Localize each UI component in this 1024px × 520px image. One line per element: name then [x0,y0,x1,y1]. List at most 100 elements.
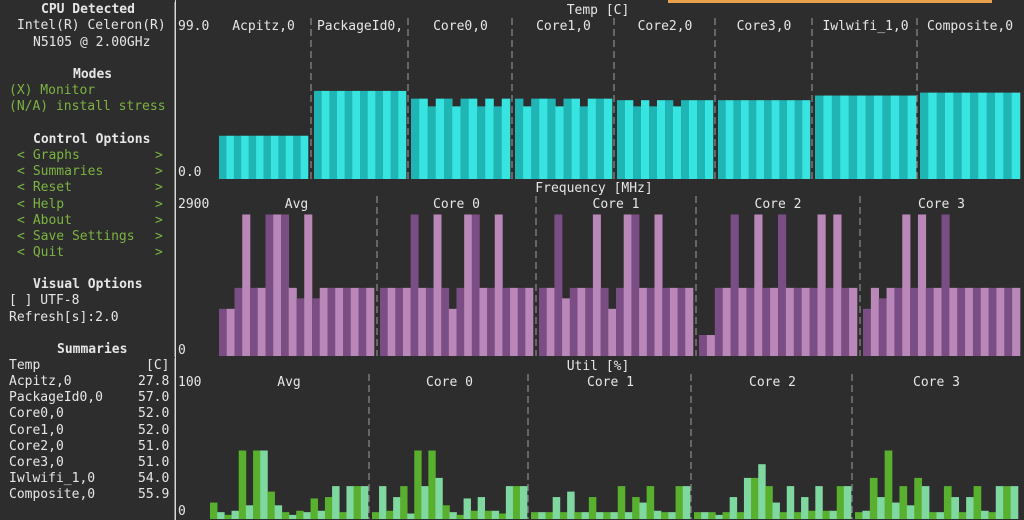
temp-bar [360,90,368,179]
util-bar [224,514,232,519]
freq-panel-label: Core 3 [918,197,965,212]
freq-bar [350,287,359,356]
freq-bar [319,287,328,356]
util-bar [238,450,247,519]
util-bar [435,477,443,519]
control-option-graphs[interactable]: < Graphs > [17,148,167,164]
util-bar [324,497,333,519]
freq-bar [1004,287,1013,356]
control-option-save-settings[interactable]: < Save Settings > [17,229,167,245]
temp-bar [293,135,301,179]
temp-bar [352,90,361,179]
summary-sensor-name: Acpitz,0 [9,374,72,389]
freq-bar [778,214,787,356]
temp-bar [367,90,376,179]
control-option-help[interactable]: < Help > [17,197,167,213]
freq-bar [479,287,488,356]
freq-y-max-label: 2900 [178,197,209,212]
util-bar [477,497,486,519]
temp-bar [657,100,666,179]
freq-bar [448,308,457,356]
temp-bar [563,98,572,179]
util-bar [421,486,429,519]
control-option-label: Reset [32,180,72,196]
control-option-reset[interactable]: < Reset > [17,180,167,196]
util-panel-label: Avg [277,375,300,390]
freq-bar [669,287,678,356]
mode-stress-radio[interactable]: (N/A) install stress [9,99,166,114]
temp-panel-label: PackageId0, [317,19,403,34]
util-bar [822,510,830,519]
freq-bar [762,287,771,356]
util-bar [914,477,922,519]
temp-bar [485,98,494,179]
util-bar [463,498,471,519]
temp-bar [314,90,322,179]
mode-monitor-radio[interactable]: (X) Monitor [9,83,96,98]
chevron-right-icon: > [155,180,163,196]
freq-graph-title: Frequency [MHz] [535,181,652,196]
freq-bar [902,214,911,356]
util-bar [921,486,930,519]
freq-bar [949,287,958,356]
freq-bar [654,214,663,356]
summary-sensor-name: Core2,0 [9,438,64,454]
util-bar [624,512,633,519]
util-bar [442,505,450,519]
util-y-max-label: 100 [178,375,201,390]
summary-sensor-name: Core1,0 [9,422,64,438]
refresh-rate-field[interactable]: Refresh[s]:2.0 [9,310,119,325]
util-bar [843,486,852,519]
temp-bar [337,90,345,179]
temp-bar [857,95,866,179]
freq-panel-label: Core 2 [755,197,802,212]
control-option-about[interactable]: < About > [17,213,167,229]
util-bar [289,514,297,519]
temp-bar [831,95,841,179]
util-bar [958,512,967,519]
freq-bar [395,287,404,356]
temp-bar [641,100,650,179]
utf8-checkbox[interactable]: [ ] UTF-8 [9,293,80,308]
summary-sensor-value: 55.9 [138,487,170,503]
temp-bar [945,92,954,179]
util-bar [729,497,738,519]
freq-bar [562,298,571,356]
temp-bar [452,106,461,179]
temp-y-max-label: 99.0 [178,19,209,34]
freq-bar [754,214,763,356]
control-option-label: Summaries [32,164,104,180]
temp-bar [515,98,524,179]
util-bar [988,512,997,519]
temp-bar [595,98,605,179]
util-bar [899,486,908,519]
util-bar [772,502,780,519]
temp-bar [493,106,503,179]
freq-bar [685,287,694,356]
freq-y-min-label: 0 [178,343,186,358]
temp-panel-label: Iwlwifi_1,0 [822,19,908,34]
freq-bar [910,287,919,356]
freq-bar [841,287,850,356]
freq-bar [281,214,290,356]
temp-bar [375,90,384,179]
util-bar [793,512,802,519]
summary-sensor-name: PackageId0,0 [9,390,103,406]
freq-bar [456,287,465,356]
util-bar [260,450,268,519]
util-bar [758,464,766,519]
util-bar [751,477,759,519]
summary-sensor-value: 27.8 [138,374,170,389]
temp-bar [579,106,589,179]
temp-panel-label: Core0,0 [433,19,488,34]
control-option-label: About [32,212,72,228]
freq-bar [494,214,503,356]
freq-bar [343,287,352,356]
util-bar [267,491,275,519]
control-option-summaries[interactable]: < Summaries > [17,164,167,180]
chevron-left-icon: < [17,212,25,228]
temp-bar [733,100,742,179]
util-bar [310,498,319,519]
freq-bar [288,287,297,356]
control-option-quit[interactable]: < Quit > [17,245,167,261]
